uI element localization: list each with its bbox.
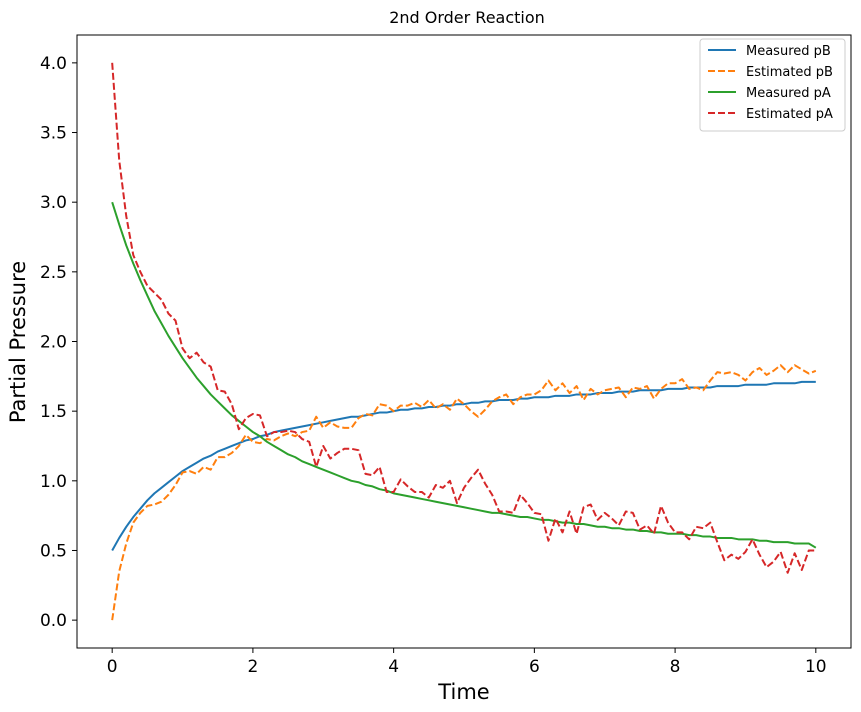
- y-tick-label: 1.5: [40, 402, 67, 422]
- series-line-measured-pa: [111, 201, 817, 549]
- series-line-estimated-pa: [111, 62, 816, 574]
- legend-label: Measured pB: [746, 44, 831, 59]
- x-tick-label: 6: [529, 657, 540, 677]
- chart-title: 2nd Order Reaction: [389, 8, 545, 27]
- x-tick-label: 8: [670, 657, 681, 677]
- y-tick-label: 0.5: [40, 541, 67, 561]
- axes: 0 2 4 6 8 10 0.0 0.5 1.0 1.5 2.0 2.5 3.0 3.5 4.0: [40, 34, 852, 677]
- y-tick-label: 2.0: [40, 333, 67, 353]
- y-tick-label: 1.0: [40, 472, 67, 492]
- legend-label: Measured pA: [746, 86, 831, 101]
- y-tick-label: 0.0: [40, 611, 67, 631]
- y-tick-label: 3.5: [40, 124, 67, 144]
- x-tick-label: 10: [805, 657, 827, 677]
- legend: Measured pB Estimated pB Measured pA Estima…: [699, 38, 846, 132]
- legend-label: Estimated pB: [746, 65, 833, 80]
- x-tick-label: 4: [388, 657, 399, 677]
- plot-area: [111, 62, 817, 621]
- series-line-estimated-pb: [111, 364, 817, 621]
- legend-box: [699, 38, 846, 132]
- x-axis-label: Time: [437, 680, 489, 704]
- y-axis-label: Partial Pressure: [6, 261, 30, 423]
- x-tick-label: 2: [247, 657, 258, 677]
- x-tick-label: 0: [107, 657, 118, 677]
- legend-label: Estimated pA: [746, 107, 833, 122]
- y-tick-label: 3.0: [40, 193, 67, 213]
- y-tick-label: 4.0: [40, 54, 67, 74]
- y-tick-label: 2.5: [40, 263, 67, 283]
